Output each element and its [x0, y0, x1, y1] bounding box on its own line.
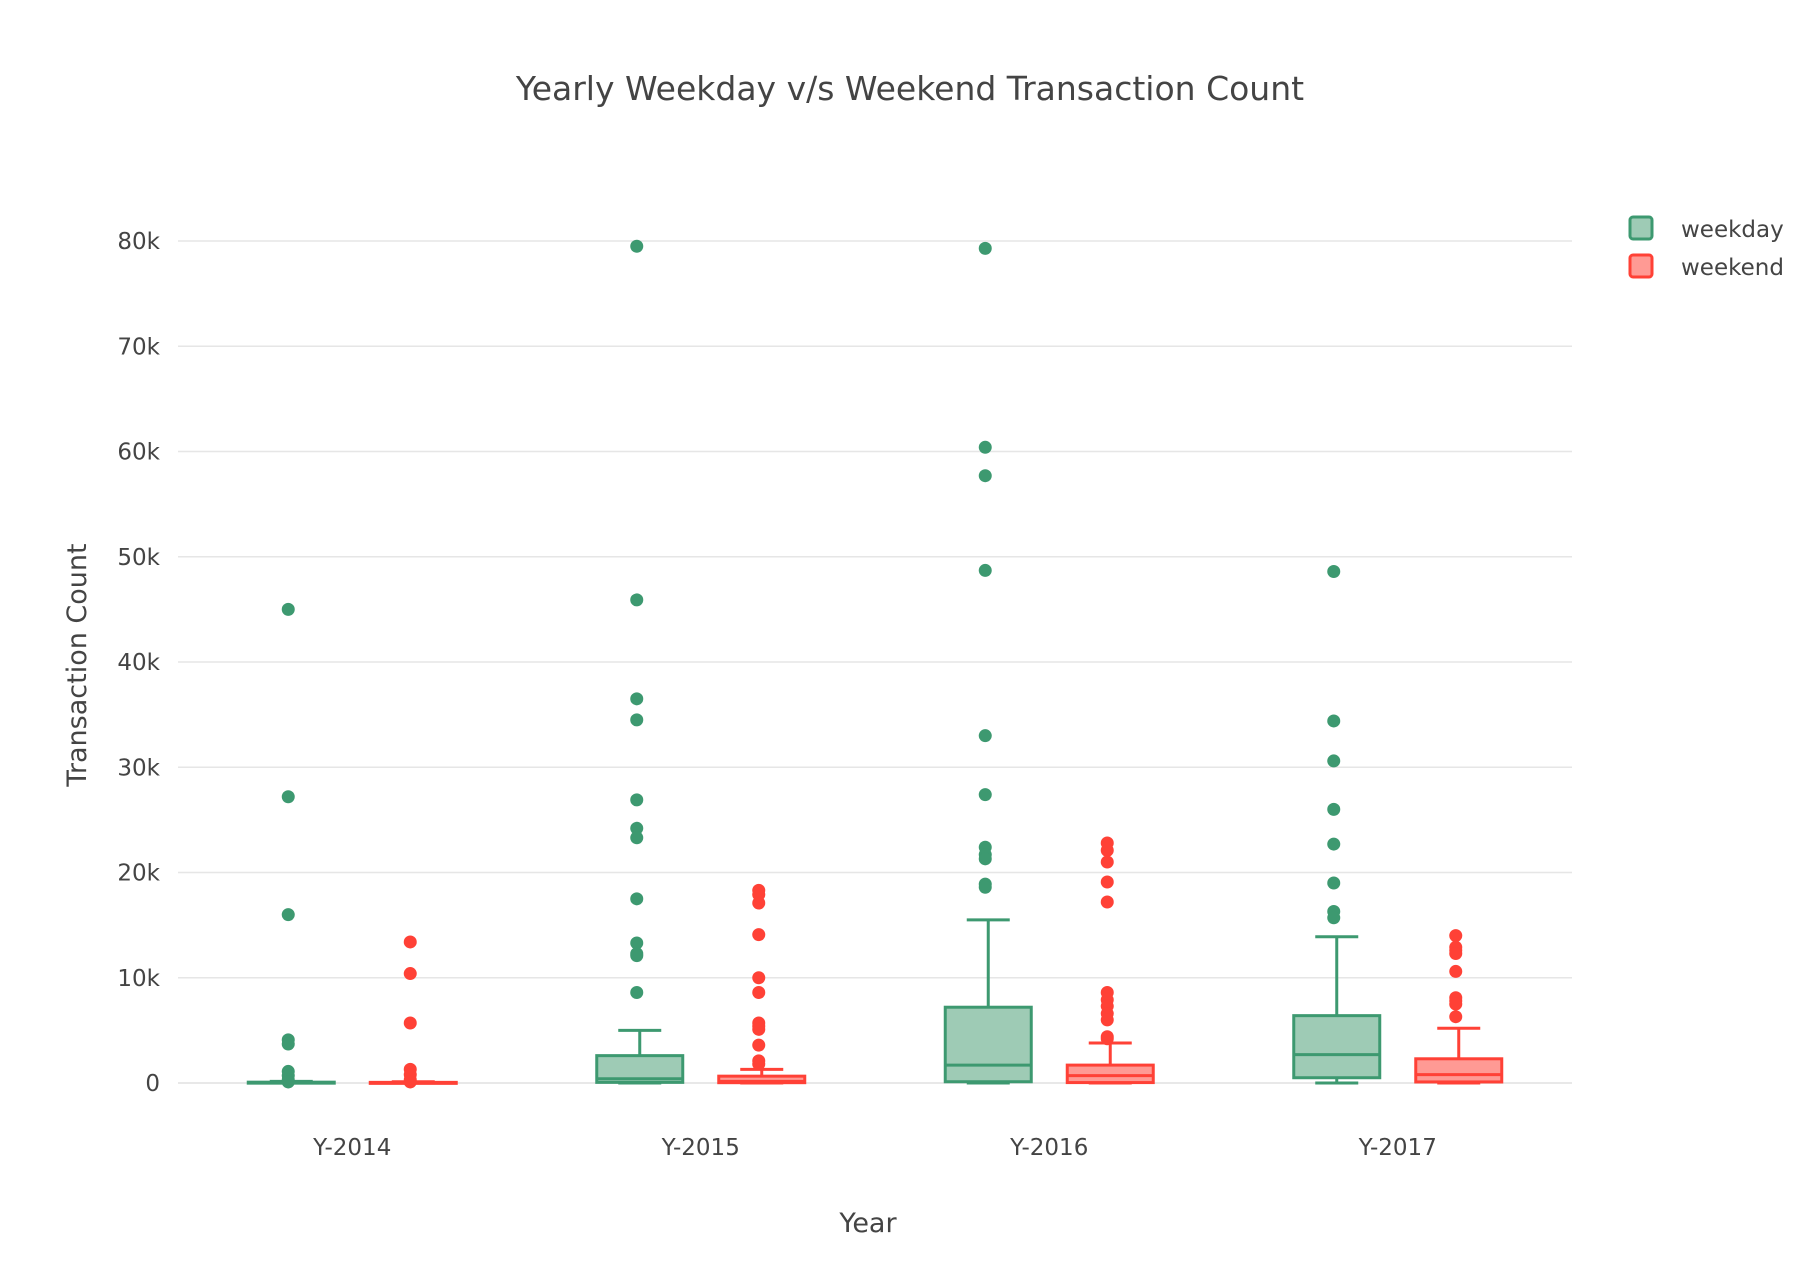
- outlier-point: [1449, 997, 1463, 1011]
- outlier-point: [403, 967, 417, 981]
- outlier-point: [403, 935, 417, 949]
- x-axis-ticks: Y-2014 Y-2015 Y-2016 Y-2017: [312, 1135, 1437, 1161]
- y-tick-label: 30k: [117, 755, 160, 781]
- y-tick-label: 50k: [117, 545, 160, 571]
- outlier-point: [1100, 1013, 1114, 1027]
- outlier-point: [281, 908, 295, 922]
- series-weekend: [368, 836, 1504, 1089]
- iqr-box: [1292, 1014, 1382, 1080]
- outlier-point: [1100, 855, 1114, 869]
- outlier-point: [630, 831, 644, 845]
- box-weekday-Y-2017: [1292, 564, 1382, 1085]
- box-weekday-Y-2015: [595, 239, 685, 1085]
- box-weekend-Y-2016: [1065, 836, 1155, 1085]
- outlier-point: [630, 985, 644, 999]
- outlier-point: [630, 593, 644, 607]
- outlier-point: [403, 1075, 417, 1089]
- grid-lines: [178, 240, 1572, 1084]
- x-axis-title: Year: [838, 1208, 897, 1239]
- iqr-box: [1065, 1063, 1155, 1085]
- y-tick-label: 60k: [117, 440, 160, 466]
- y-tick-label: 80k: [117, 229, 160, 255]
- legend-item-weekend: weekend: [1628, 253, 1784, 281]
- outlier-point: [1327, 754, 1341, 768]
- outlier-point: [978, 852, 992, 866]
- outlier-point: [1327, 876, 1341, 890]
- y-tick-label: 10k: [117, 966, 160, 992]
- outlier-point: [1100, 895, 1114, 909]
- outlier-point: [752, 985, 766, 999]
- y-tick-label: 70k: [117, 334, 160, 360]
- outlier-point: [1100, 843, 1114, 857]
- outlier-point: [1449, 964, 1463, 978]
- outlier-point: [403, 1016, 417, 1030]
- box-weekday-Y-2016: [943, 241, 1033, 1085]
- box-weekend-Y-2014: [368, 935, 458, 1089]
- box-weekday-Y-2014: [246, 602, 336, 1089]
- outlier-point: [281, 1075, 295, 1089]
- outlier-point: [1327, 802, 1341, 816]
- outlier-point: [752, 1057, 766, 1071]
- outlier-point: [752, 1022, 766, 1036]
- y-tick-label: 40k: [117, 650, 160, 676]
- outlier-point: [752, 896, 766, 910]
- iqr-box: [943, 1005, 1033, 1084]
- outlier-point: [281, 1037, 295, 1051]
- chart-title: Yearly Weekday v/s Weekend Transaction C…: [515, 69, 1304, 108]
- y-axis-ticks: 0 10k 20k 30k 40k 50k 60k 70k 80k: [117, 229, 160, 1097]
- x-tick-label: Y-2015: [661, 1135, 740, 1161]
- outlier-point: [1327, 564, 1341, 578]
- outlier-point: [978, 880, 992, 894]
- outlier-point: [630, 239, 644, 253]
- outlier-point: [978, 788, 992, 802]
- outlier-point: [630, 936, 644, 950]
- iqr-box: [1414, 1057, 1504, 1084]
- x-tick-label: Y-2017: [1358, 1135, 1437, 1161]
- outlier-point: [1327, 714, 1341, 728]
- y-tick-label: 20k: [117, 861, 160, 887]
- outlier-point: [630, 821, 644, 835]
- outlier-point: [281, 790, 295, 804]
- legend-item-weekday: weekday: [1628, 215, 1784, 243]
- x-tick-label: Y-2014: [312, 1135, 391, 1161]
- outlier-point: [1327, 911, 1341, 925]
- box-weekend-Y-2017: [1414, 929, 1504, 1085]
- outlier-point: [630, 892, 644, 906]
- outlier-point: [281, 602, 295, 616]
- legend-swatch: [1628, 253, 1654, 279]
- outlier-point: [1449, 1010, 1463, 1024]
- outlier-point: [1449, 929, 1463, 943]
- outlier-point: [752, 1038, 766, 1052]
- legend-label: weekday: [1681, 217, 1784, 243]
- outlier-point: [978, 241, 992, 255]
- outlier-point: [752, 928, 766, 942]
- x-tick-label: Y-2016: [1009, 1135, 1088, 1161]
- y-axis-title: Transaction Count: [62, 543, 93, 787]
- legend-swatch: [1628, 215, 1654, 241]
- box-weekend-Y-2015: [717, 883, 807, 1085]
- box-traces: [246, 239, 1504, 1089]
- series-weekday: [246, 239, 1382, 1089]
- outlier-point: [630, 949, 644, 963]
- y-tick-label: 0: [145, 1071, 160, 1097]
- outlier-point: [978, 729, 992, 743]
- outlier-point: [752, 971, 766, 985]
- outlier-point: [978, 563, 992, 577]
- outlier-point: [630, 793, 644, 807]
- outlier-point: [1449, 947, 1463, 961]
- legend-label: weekend: [1681, 255, 1784, 281]
- outlier-point: [978, 469, 992, 483]
- outlier-point: [1100, 875, 1114, 889]
- outlier-point: [1100, 1032, 1114, 1046]
- outlier-point: [978, 440, 992, 454]
- legend: weekday weekend: [1628, 215, 1784, 281]
- outlier-point: [630, 692, 644, 706]
- outlier-point: [1327, 837, 1341, 851]
- outlier-point: [630, 713, 644, 727]
